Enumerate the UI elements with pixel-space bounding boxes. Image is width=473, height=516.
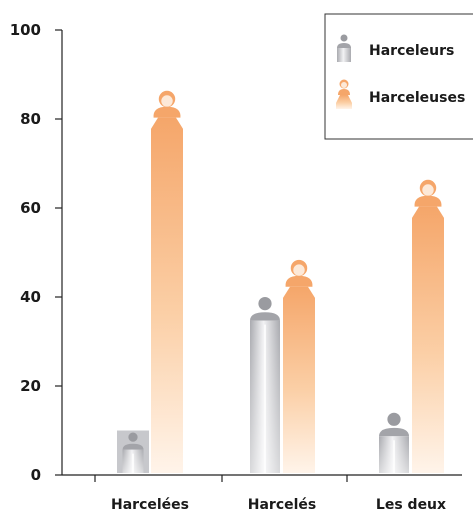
female-figure-face — [422, 184, 434, 196]
y-tick-label: 100 — [10, 21, 41, 39]
legend-label: Harceleuses — [369, 90, 465, 106]
legend-items: Harceleurs Harceleuses — [336, 34, 465, 109]
y-axis-ticks: 0 20 40 60 80 100 — [10, 21, 62, 484]
legend-frame — [324, 13, 473, 140]
female-figure-shoulders — [285, 275, 313, 287]
female-figure-shoulders — [414, 195, 442, 207]
legend-item: Harceleurs — [337, 34, 454, 62]
legend-item: Harceleuses — [336, 79, 465, 109]
female-figure-shoulders — [153, 106, 181, 118]
legend-label: Harceleurs — [369, 43, 454, 59]
female-person-icon — [336, 79, 352, 109]
bar-harceleuses — [283, 259, 315, 473]
legend-male-head — [340, 34, 348, 42]
male-figure-head — [387, 412, 401, 426]
male-figure-head — [128, 432, 138, 442]
male-figure-shoulders — [122, 443, 144, 450]
legend-female-shoulders — [338, 89, 350, 95]
legend: Harceleurs Harceleuses — [324, 13, 473, 140]
female-figure-skirt — [412, 206, 444, 473]
bars — [117, 90, 444, 474]
male-person-icon — [337, 34, 351, 62]
female-figure-face — [161, 95, 173, 107]
y-tick-label: 60 — [20, 199, 41, 217]
female-figure-face — [293, 264, 305, 276]
legend-female-face — [341, 82, 347, 88]
bar-harceleurs — [117, 430, 149, 473]
y-tick-label: 80 — [20, 110, 41, 128]
x-category-label: Les deux — [376, 497, 446, 513]
female-figure-skirt — [151, 117, 183, 474]
y-tick-label: 20 — [20, 377, 41, 395]
male-figure-shoulders — [379, 427, 409, 437]
legend-male-shoulders — [337, 43, 351, 48]
y-tick-label: 0 — [31, 466, 41, 484]
legend-female-skirt — [336, 95, 352, 109]
y-tick-label: 40 — [20, 288, 41, 306]
bar-harceleuses — [151, 90, 183, 474]
bar-harceleurs — [250, 297, 280, 473]
female-figure-skirt — [283, 286, 315, 473]
male-figure-shoulders — [250, 312, 280, 321]
bar-harceleuses — [412, 179, 444, 473]
legend-male-body — [337, 48, 351, 62]
x-category-label: Harcelées — [111, 497, 189, 513]
x-category-label: Harcelés — [248, 497, 317, 513]
bar-harceleurs — [379, 412, 409, 473]
x-axis-ticks: Harcelées Harcelés Les deux — [94, 475, 446, 513]
male-figure-head — [258, 297, 272, 311]
